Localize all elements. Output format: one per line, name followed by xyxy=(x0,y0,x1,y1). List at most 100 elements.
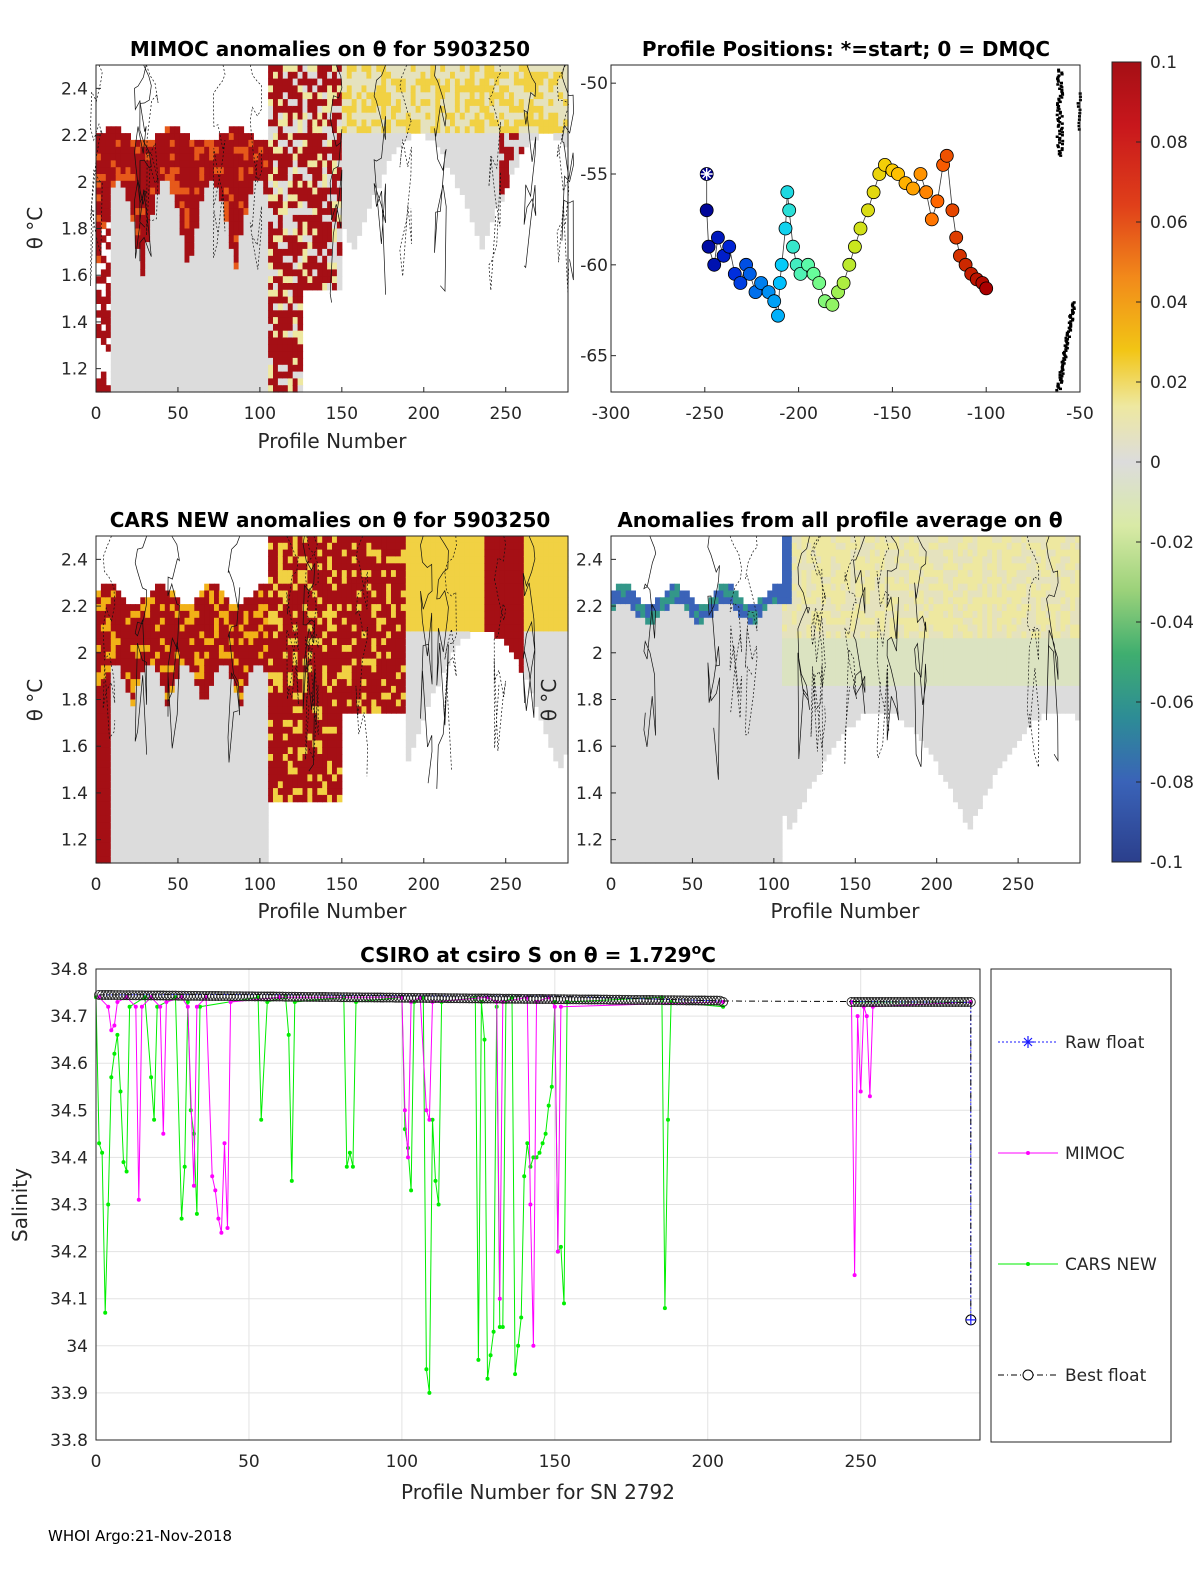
heatmap-cell xyxy=(204,754,210,762)
heatmap-cell xyxy=(268,85,274,93)
heatmap-cell xyxy=(218,672,225,680)
heatmap-cell xyxy=(479,92,485,100)
heatmap-cell xyxy=(135,815,141,823)
heatmap-cell xyxy=(140,283,146,291)
heatmap-cell xyxy=(263,385,269,393)
heatmap-cell xyxy=(214,828,220,837)
heatmap-cell xyxy=(115,733,122,741)
heatmap-cell xyxy=(96,747,102,755)
heatmap-cell xyxy=(130,754,136,762)
heatmap-cell xyxy=(155,597,161,605)
heatmap-cell xyxy=(297,624,304,632)
heatmap-cell xyxy=(100,835,107,844)
heatmap-cell xyxy=(268,337,274,345)
heatmap-cell xyxy=(125,645,131,653)
heatmap-cell xyxy=(450,65,456,73)
heatmap-cell xyxy=(135,276,141,284)
heatmap-cell xyxy=(351,645,358,653)
heatmap-cell xyxy=(179,624,186,632)
heatmap-cell xyxy=(420,65,426,73)
heatmap-cell xyxy=(287,248,294,257)
heatmap-cell xyxy=(223,174,230,182)
heatmap-cell xyxy=(159,180,166,189)
heatmap-cell xyxy=(376,78,382,86)
heatmap-cell xyxy=(159,330,166,339)
x-tick-label: 50 xyxy=(167,404,189,424)
heatmap-cell xyxy=(194,842,200,850)
heatmap-cell xyxy=(150,774,156,782)
heatmap-cell xyxy=(277,139,284,148)
heatmap-cell xyxy=(415,71,422,80)
heatmap-cell xyxy=(420,112,426,121)
heatmap-cell xyxy=(268,133,274,141)
heatmap-cell xyxy=(287,139,294,148)
heatmap-cell xyxy=(125,747,131,755)
heatmap-cell xyxy=(292,85,299,93)
heatmap-cell xyxy=(292,160,299,168)
heatmap-cell xyxy=(297,242,304,250)
heatmap-cell xyxy=(135,262,141,270)
heatmap-cell xyxy=(297,180,304,189)
heatmap-cell xyxy=(509,99,515,107)
heatmap-cell xyxy=(189,815,195,823)
heatmap-cell xyxy=(125,740,131,748)
heatmap-cell xyxy=(435,126,441,134)
heatmap-cell xyxy=(302,119,308,127)
heatmap-cell xyxy=(469,174,476,182)
heatmap-cell xyxy=(263,685,269,694)
heatmap-cell xyxy=(174,235,181,243)
heatmap-cell xyxy=(179,296,186,304)
heatmap-cell xyxy=(169,774,176,782)
heatmap-cell xyxy=(233,692,240,701)
heatmap-cell xyxy=(277,549,284,557)
land-patch xyxy=(1058,94,1062,98)
heatmap-cell xyxy=(243,706,249,714)
heatmap-cell xyxy=(479,214,485,223)
heatmap-cell xyxy=(189,303,195,311)
heatmap-cell xyxy=(489,187,495,195)
heatmap-cell xyxy=(204,760,210,769)
heatmap-cell xyxy=(297,774,304,782)
heatmap-cell xyxy=(189,276,195,284)
heatmap-cell xyxy=(484,85,490,93)
heatmap-cell xyxy=(381,85,387,93)
heatmap-cell xyxy=(189,378,195,386)
heatmap-cell xyxy=(120,357,127,366)
heatmap-cell xyxy=(351,85,358,93)
heatmap-cell xyxy=(302,174,308,182)
heatmap-cell xyxy=(400,105,407,114)
heatmap-cell xyxy=(189,351,195,359)
heatmap-cell xyxy=(253,794,259,803)
heatmap-cell xyxy=(223,262,230,270)
heatmap-cell xyxy=(140,174,146,182)
heatmap-cell xyxy=(100,801,107,810)
heatmap-cell xyxy=(184,672,190,680)
heatmap-cell xyxy=(179,310,186,318)
heatmap-cell xyxy=(184,754,190,762)
heatmap-cell xyxy=(228,604,235,612)
land-patch xyxy=(1058,87,1062,90)
heatmap-cell xyxy=(130,208,136,216)
heatmap-cell xyxy=(277,679,284,687)
heatmap-cell xyxy=(450,71,456,80)
heatmap-cell xyxy=(233,610,240,619)
heatmap-cell xyxy=(273,624,279,632)
heatmap-cell xyxy=(292,733,299,741)
heatmap-cell xyxy=(435,92,441,100)
heatmap-cell xyxy=(356,542,363,551)
heatmap-cell xyxy=(228,153,235,161)
heatmap-cell xyxy=(553,92,559,100)
heatmap-cell xyxy=(100,638,107,646)
mimoc-x-label: Profile Number xyxy=(258,429,408,453)
heatmap-cell xyxy=(307,283,313,291)
heatmap-cell xyxy=(115,283,122,291)
heatmap-cell xyxy=(268,153,274,161)
heatmap-cell xyxy=(228,364,235,373)
heatmap-cell xyxy=(341,112,348,121)
heatmap-cell xyxy=(277,740,284,748)
heatmap-cell xyxy=(327,201,333,209)
heatmap-cell xyxy=(282,747,289,755)
heatmap-cell xyxy=(287,337,294,345)
heatmap-cell xyxy=(346,235,353,243)
heatmap-cell xyxy=(440,146,446,155)
